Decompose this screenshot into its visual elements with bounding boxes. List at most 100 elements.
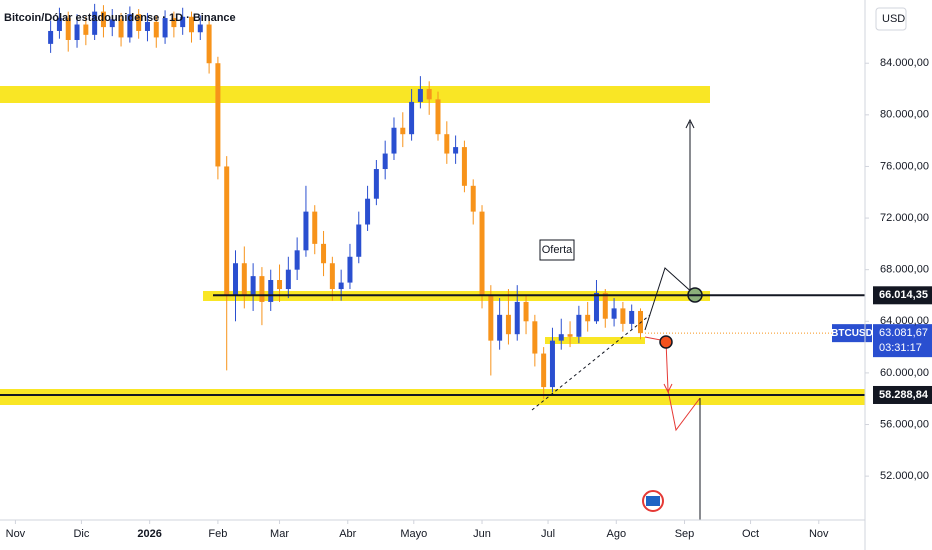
candle-body [188, 16, 194, 33]
projection-down [644, 336, 701, 432]
axes: 52.000,00 56.000,00 60.000,00 64.000,00 68.0… [6, 57, 929, 540]
x-tick-label: Jul [541, 528, 555, 540]
candle-body [409, 101, 415, 135]
candle-body [620, 308, 626, 324]
candle-body [153, 21, 159, 38]
currency: USD [882, 13, 905, 25]
candle-body [391, 127, 397, 154]
candle-body [56, 18, 62, 31]
candle-body [593, 292, 599, 322]
annotation: Oferta [542, 244, 573, 256]
candle-body [92, 11, 98, 35]
candle-body [435, 99, 441, 135]
candle-body [523, 301, 529, 322]
x-tick-label: Jun [473, 528, 491, 540]
candle-body [365, 198, 371, 225]
y-tick-label: 76.000,00 [880, 160, 929, 172]
candle-body [100, 11, 106, 28]
candle-body [373, 169, 379, 199]
event-flag [646, 496, 660, 506]
candle-body [479, 211, 485, 296]
projection-up [644, 267, 696, 331]
y-tick-label: 60.000,00 [880, 367, 929, 379]
candle-body [541, 353, 547, 388]
last-price-label: 63.081,67 [879, 327, 928, 339]
small-zone [545, 337, 645, 344]
candle-body [505, 314, 511, 335]
chart-title: Bitcoin/Dólar estadounidense · 1D · Bina… [4, 12, 236, 24]
y-tick-label: 84.000,00 [880, 57, 929, 69]
candle-body [461, 147, 467, 186]
candle-body [180, 16, 186, 28]
candle-body [321, 243, 327, 264]
candle-body [426, 89, 432, 100]
candle-body [294, 250, 300, 270]
candle-body [576, 314, 582, 337]
candle-body [347, 256, 353, 283]
candle-body [312, 211, 318, 244]
candle-body [497, 314, 503, 341]
candle-body [532, 321, 538, 354]
candle-body [356, 224, 362, 257]
candle-body [285, 269, 291, 290]
x-tick-label: Mayo [400, 528, 427, 540]
currency-box[interactable] [875, 7, 907, 31]
candle-body [303, 211, 309, 251]
candle-body [215, 63, 221, 167]
candle-body [585, 314, 591, 322]
y-tick-label: 72.000,00 [880, 212, 929, 224]
y-tick-label: 68.000,00 [880, 264, 929, 276]
y-tick-label: 52.000,00 [880, 470, 929, 482]
x-tick-label: Mar [270, 528, 289, 540]
candle-body [162, 18, 168, 38]
candle-body [268, 280, 274, 302]
level-label: 66.014,35 [879, 289, 928, 301]
x-tick-label: Nov [6, 528, 26, 540]
candle-body [453, 147, 459, 154]
candle-body [74, 24, 80, 40]
candle-body [277, 280, 283, 290]
x-tick-label: Sep [675, 528, 695, 540]
candle-body [558, 334, 564, 341]
candle-body [136, 14, 142, 31]
candle-body [514, 301, 520, 335]
candle-body [629, 310, 635, 324]
y-tick-label: 56.000,00 [880, 418, 929, 430]
candle-body [109, 19, 115, 28]
symbol-label: BTCUSD [831, 328, 873, 339]
y-tick-label: 80.000,00 [880, 109, 929, 121]
x-tick-label: Oct [742, 528, 759, 540]
candle-body [83, 24, 89, 35]
candle-body [241, 263, 247, 296]
countdown: 03:31:17 [879, 342, 922, 354]
symbol-tag [832, 324, 872, 343]
candle-body [611, 308, 617, 319]
candle-body [118, 19, 124, 38]
stop-circle [659, 335, 673, 349]
candle-body [417, 89, 423, 102]
arrow-head [685, 118, 695, 129]
candle-body [224, 166, 230, 296]
x-tick-label: 2026 [137, 528, 161, 540]
levels: 66.014,35 58.288,84 BTCUSD 63.081,67 03:31:1… [0, 286, 932, 404]
level-tag [873, 385, 932, 404]
candle-body [206, 24, 212, 64]
candle-body [567, 334, 573, 337]
candle-body [233, 263, 239, 296]
x-tick-label: Ago [606, 528, 626, 540]
resistance-zone [0, 86, 710, 103]
candle-body [400, 127, 406, 135]
candle-body [197, 24, 203, 33]
candle-body [444, 134, 450, 154]
last-price-tag [873, 324, 932, 358]
level-label: 58.288,84 [879, 389, 929, 401]
candle-body [250, 276, 256, 296]
candles [48, 3, 643, 399]
x-tick-label: Abr [339, 528, 356, 540]
candle-body [338, 282, 344, 290]
candle-body [144, 21, 150, 31]
x-tick-label: Dic [73, 528, 89, 540]
candle-body [171, 18, 177, 28]
candle-body [48, 30, 54, 44]
